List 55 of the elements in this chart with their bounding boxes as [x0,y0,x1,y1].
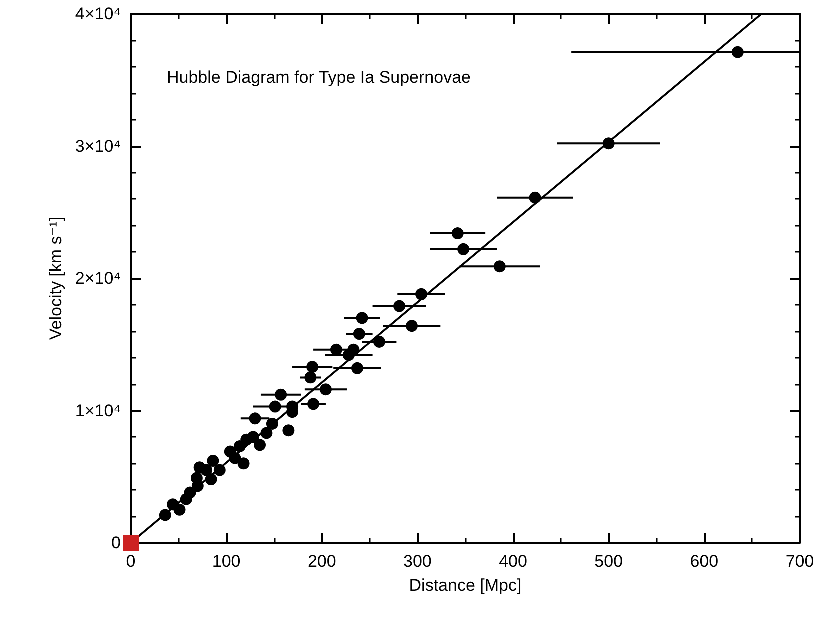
point [356,312,368,324]
x-tick-label: 100 [212,552,241,571]
x-tick-label: 500 [594,552,624,571]
point [159,509,172,522]
point [180,493,192,506]
point [238,458,250,470]
point [308,398,320,410]
point [214,464,226,476]
point [352,362,364,374]
y-tick-label: 0 [112,534,121,552]
y-tick-label: 1×10⁴ [75,401,121,420]
point [174,504,186,516]
point [529,192,542,204]
point [494,260,506,273]
point [374,336,386,348]
y-tick-label: 4×10⁴ [75,4,121,24]
point [452,228,464,240]
point [205,474,218,486]
x-tick-label: 600 [690,552,719,571]
point [247,431,260,444]
x-tick-label: 400 [499,552,528,571]
point [234,440,246,452]
x-tick-label: 0 [126,552,136,571]
point [229,452,242,464]
y-tick-label: 3×10⁴ [75,136,121,156]
point [306,361,319,374]
point [282,424,295,437]
x-tick-label: 300 [404,552,432,571]
point [406,320,418,332]
point [458,243,470,256]
point [330,344,342,356]
point [353,328,366,340]
x-tick-label: 200 [308,552,336,571]
point [602,138,615,150]
point [123,535,139,551]
text: Hubble Diagram for Type Ia Supernovae [167,68,471,87]
point [192,480,204,492]
y-tick-label: 2×10⁴ [75,269,121,288]
point [732,46,744,58]
point [260,427,273,440]
point [266,418,278,430]
point [249,412,262,425]
point [342,349,355,362]
point [304,372,317,384]
point [416,288,428,300]
point [275,388,288,401]
point [320,384,332,396]
point [254,439,266,452]
x-axis-title: Distance [Mpc] [409,576,522,595]
point [394,300,406,312]
point [269,400,282,413]
y-axis-title: Velocity [km s⁻¹] [46,216,66,340]
x-tick-label: 700 [786,552,814,571]
point [207,455,220,467]
point [194,462,206,474]
